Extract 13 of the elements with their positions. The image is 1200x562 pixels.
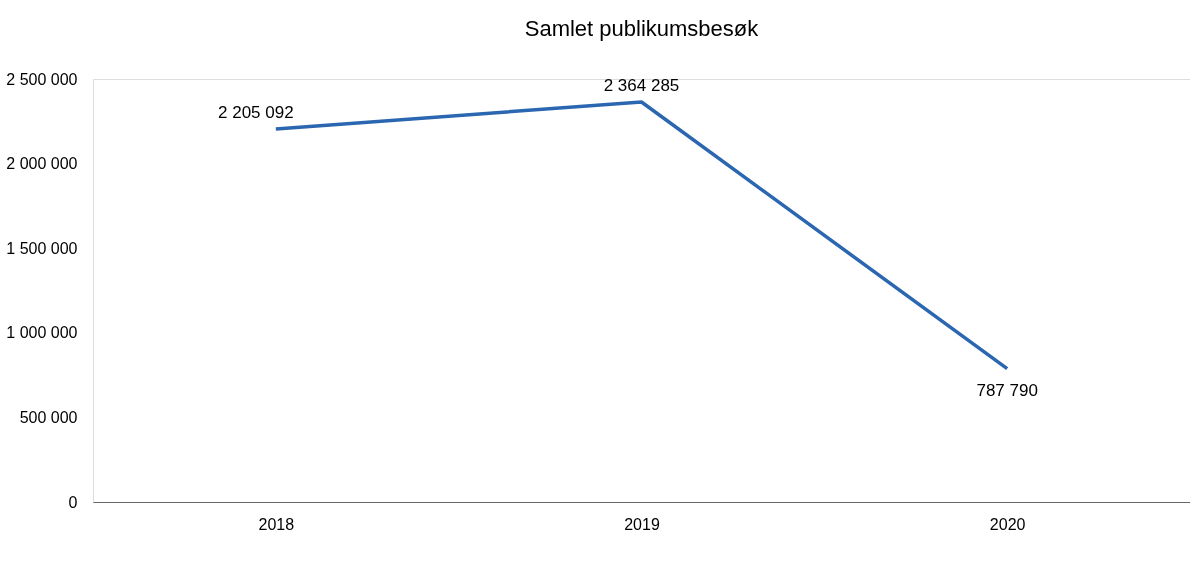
data-label: 2 364 285: [603, 75, 680, 95]
x-tick-label: 2018: [258, 515, 295, 533]
y-tick-label: 2 000 000: [6, 155, 78, 173]
data-label: 2 205 092: [218, 102, 294, 122]
y-tick-label: 1 000 000: [6, 324, 78, 342]
data-label: 787 790: [976, 380, 1038, 400]
y-tick-label: 500 000: [19, 408, 78, 426]
chart-title: Samlet publikumsbesøk: [524, 16, 760, 41]
x-tick-label: 2019: [624, 515, 660, 533]
x-tick-label: 2020: [989, 515, 1026, 533]
y-tick-label: 1 500 000: [6, 239, 78, 257]
y-tick-label: 2 500 000: [6, 70, 78, 88]
y-tick-label: 0: [68, 493, 78, 511]
